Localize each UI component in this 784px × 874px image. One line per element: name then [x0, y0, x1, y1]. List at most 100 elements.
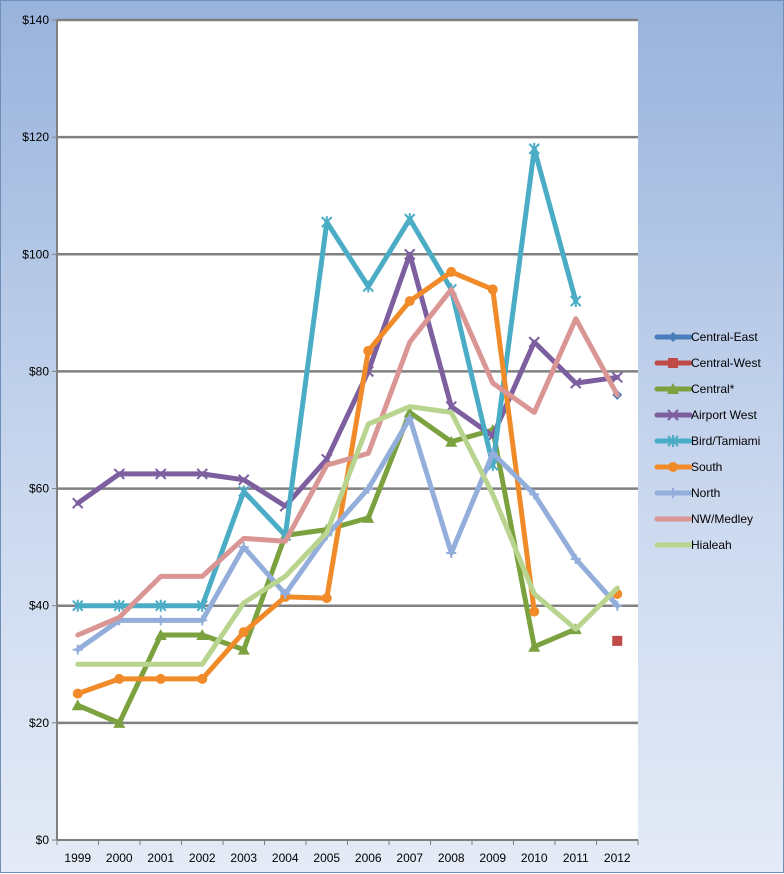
- y-tick-label: $140: [22, 13, 49, 27]
- data-point: [280, 589, 291, 599]
- data-point: [668, 332, 678, 342]
- legend-label: Central-East: [691, 330, 758, 344]
- data-point: [446, 266, 457, 277]
- legend-entry: Bird/Tamiami: [654, 434, 760, 448]
- data-point: [196, 599, 208, 612]
- data-point: [71, 699, 84, 711]
- y-tick-label: $80: [29, 364, 49, 378]
- y-tick-label: $60: [29, 482, 49, 496]
- series-line: [75, 286, 620, 638]
- series-lines: [71, 142, 623, 728]
- y-tick-label: $100: [22, 247, 49, 261]
- legend-entry: North: [654, 486, 720, 500]
- x-tick-label: 2001: [147, 851, 174, 865]
- legend-label: South: [691, 460, 722, 474]
- data-point: [404, 248, 416, 260]
- y-tick-label: $120: [22, 130, 49, 144]
- data-point: [363, 483, 374, 494]
- legend-entry: NW/Medley: [654, 512, 753, 526]
- x-tick-label: 2007: [396, 851, 423, 865]
- series-hialeah: [75, 404, 620, 667]
- legend-entry: Hialeah: [654, 538, 732, 552]
- legend-label: North: [691, 486, 720, 500]
- legend-entry: Airport West: [654, 408, 757, 422]
- x-tick-label: 2004: [272, 851, 299, 865]
- legend-entry: Central*: [654, 382, 735, 396]
- data-point: [446, 548, 457, 558]
- data-point: [154, 629, 167, 640]
- data-point: [321, 593, 332, 604]
- data-point: [155, 615, 166, 626]
- x-tick-label: 2000: [106, 851, 133, 865]
- x-tick-label: 2011: [563, 851, 589, 865]
- series-south: [72, 266, 623, 699]
- data-point: [196, 629, 209, 640]
- data-point: [528, 336, 540, 348]
- legend-label: Central-West: [691, 356, 761, 370]
- legend-entry: Central-East: [654, 330, 758, 344]
- data-point: [113, 599, 125, 612]
- data-point: [196, 468, 208, 480]
- legend-label: Central*: [691, 382, 735, 396]
- data-point: [528, 640, 541, 652]
- data-point: [529, 606, 540, 617]
- data-point: [667, 409, 679, 421]
- data-point: [667, 435, 679, 447]
- x-tick-labels: 1999 2000 2001 2002 2003 2004 2005 2006 2007 2008…: [64, 851, 631, 865]
- data-point: [570, 553, 581, 564]
- data-point: [362, 511, 375, 523]
- data-point: [321, 216, 333, 229]
- series-central-west: [612, 635, 623, 646]
- data-point: [237, 643, 250, 655]
- data-point: [113, 716, 126, 728]
- legend-label: Hialeah: [691, 538, 732, 552]
- y-tick-labels: $0 $20 $40 $60 $80 $100 $120 $140: [22, 13, 49, 847]
- y-tick-label: $20: [29, 716, 49, 730]
- data-point: [72, 497, 84, 509]
- series-line: [75, 404, 620, 667]
- x-tick-label: 2006: [355, 851, 382, 865]
- data-point: [238, 474, 250, 486]
- x-tick-label: 2012: [604, 851, 631, 865]
- data-point: [668, 358, 678, 368]
- data-point: [404, 413, 415, 424]
- data-point: [487, 448, 498, 459]
- legend-label: NW/Medley: [691, 512, 753, 526]
- data-point: [72, 599, 84, 612]
- data-point: [404, 213, 416, 226]
- data-point: [404, 296, 415, 307]
- data-point: [197, 673, 208, 684]
- x-tick-label: 2005: [313, 851, 340, 865]
- x-tick-label: 2008: [438, 851, 465, 865]
- legend-label: Airport West: [691, 408, 757, 422]
- y-tick-label: $0: [36, 833, 50, 847]
- data-point: [612, 600, 623, 611]
- data-point: [611, 371, 623, 383]
- series-nw-medley: [75, 286, 620, 638]
- data-point: [155, 673, 166, 684]
- y-tick-label: $40: [29, 599, 49, 613]
- data-point: [529, 489, 540, 500]
- series-line: [75, 251, 620, 509]
- legend-entry: Central-West: [654, 356, 761, 370]
- data-point: [668, 462, 678, 472]
- x-tick-label: 2010: [521, 851, 548, 865]
- data-point: [487, 284, 498, 295]
- data-point: [528, 142, 540, 155]
- x-tick-label: 2009: [479, 851, 506, 865]
- series-line: [75, 415, 620, 653]
- data-point: [238, 542, 249, 553]
- data-point: [570, 377, 582, 389]
- data-point: [238, 627, 249, 638]
- data-point: [155, 468, 167, 480]
- data-point: [72, 688, 83, 699]
- data-point: [667, 383, 679, 394]
- data-point: [445, 435, 458, 447]
- data-point: [363, 345, 374, 356]
- legend-label: Bird/Tamiami: [691, 434, 760, 448]
- legend-entry: South: [654, 460, 722, 474]
- data-point: [238, 485, 250, 498]
- data-point: [114, 673, 125, 684]
